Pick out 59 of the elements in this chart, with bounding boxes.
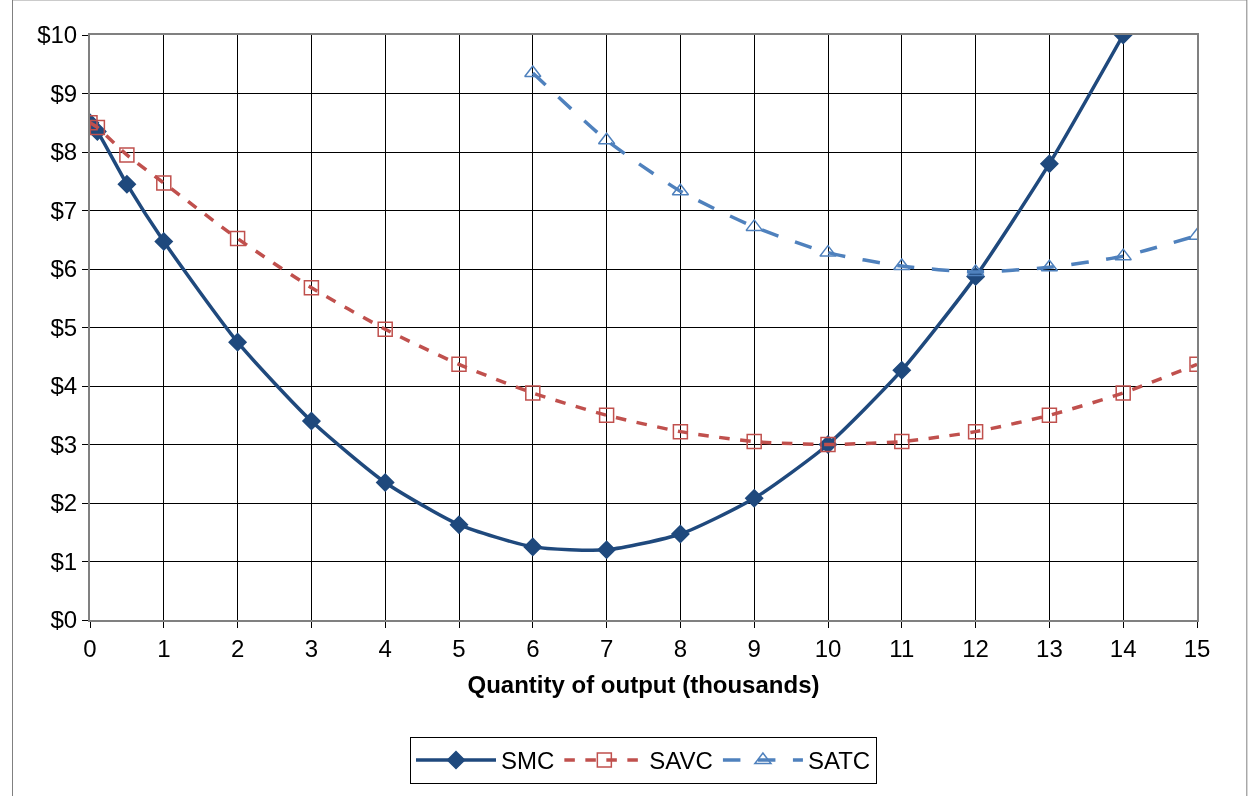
point bbox=[229, 230, 246, 247]
legend-label: SMC bbox=[501, 747, 555, 775]
point bbox=[525, 385, 541, 401]
y-tick-label: $8 bbox=[50, 138, 78, 166]
legend-label: SAVC bbox=[649, 747, 713, 775]
y-tick-label: $0 bbox=[50, 606, 78, 634]
x-tick-label: 11 bbox=[889, 634, 915, 662]
x-tick-label: 13 bbox=[1036, 634, 1063, 662]
x-tick-label: 7 bbox=[599, 634, 614, 662]
x-tick-label: 2 bbox=[230, 634, 245, 662]
point bbox=[1040, 154, 1059, 173]
x-tick-label: 10 bbox=[814, 634, 842, 662]
y-tick-label: $1 bbox=[50, 547, 78, 575]
point bbox=[819, 244, 837, 257]
point bbox=[598, 407, 615, 423]
x-tick-label: 6 bbox=[526, 634, 540, 662]
point bbox=[672, 423, 689, 440]
x-tick-label: 1 bbox=[157, 634, 171, 662]
y-tick-label: $2 bbox=[50, 489, 78, 517]
point bbox=[228, 332, 247, 352]
y-tick-label: $5 bbox=[50, 313, 78, 341]
y-tick-label: $3 bbox=[50, 430, 78, 458]
point bbox=[671, 524, 690, 544]
y-tick-label: $7 bbox=[50, 196, 78, 224]
x-tick-label: 12 bbox=[962, 634, 989, 662]
legend-label: SATC bbox=[807, 747, 871, 775]
point bbox=[597, 540, 616, 559]
x-tick-label: 9 bbox=[747, 634, 761, 662]
point bbox=[523, 537, 542, 557]
x-tick-label: 3 bbox=[304, 634, 319, 662]
y-tick-label: $6 bbox=[50, 255, 78, 283]
x-tick-label: 4 bbox=[378, 634, 392, 662]
point bbox=[451, 356, 467, 373]
y-tick-label: $9 bbox=[50, 79, 78, 107]
point bbox=[894, 433, 910, 450]
point bbox=[746, 433, 762, 450]
y-tick-label: $10 bbox=[37, 21, 78, 49]
point bbox=[117, 174, 137, 194]
point bbox=[154, 232, 173, 251]
point bbox=[745, 489, 764, 508]
x-tick-label: 0 bbox=[83, 634, 97, 662]
point bbox=[449, 515, 469, 534]
x-tick-label: 15 bbox=[1183, 634, 1211, 662]
x-tick-label: 14 bbox=[1109, 634, 1137, 662]
point bbox=[1115, 385, 1131, 401]
point bbox=[302, 411, 321, 431]
point bbox=[303, 279, 320, 296]
point bbox=[1041, 407, 1058, 423]
x-tick-label: 5 bbox=[452, 634, 466, 662]
point bbox=[967, 423, 984, 440]
point bbox=[376, 473, 395, 492]
x-axis-title: Quantity of output (thousands) bbox=[467, 670, 820, 698]
point bbox=[156, 175, 172, 191]
x-tick-label: 8 bbox=[673, 634, 688, 662]
point bbox=[90, 119, 106, 136]
point bbox=[377, 321, 393, 338]
point bbox=[892, 361, 911, 380]
point bbox=[119, 147, 135, 163]
y-tick-label: $4 bbox=[50, 372, 78, 400]
